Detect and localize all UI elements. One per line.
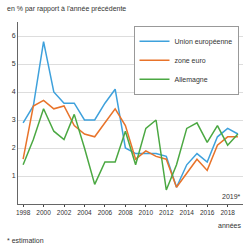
svg-text:2012: 2012 — [159, 209, 174, 216]
svg-text:5: 5 — [12, 60, 16, 67]
svg-text:2: 2 — [12, 144, 16, 151]
svg-text:1998: 1998 — [16, 209, 31, 216]
svg-text:zone euro: zone euro — [175, 57, 206, 64]
svg-text:2000: 2000 — [36, 209, 51, 216]
svg-text:* estimation: * estimation — [7, 237, 44, 244]
svg-text:2006: 2006 — [98, 209, 113, 216]
svg-text:6: 6 — [12, 32, 16, 39]
svg-text:2016: 2016 — [200, 209, 215, 216]
svg-text:années: années — [218, 222, 241, 229]
svg-text:Allemagne: Allemagne — [175, 76, 208, 84]
svg-text:2004: 2004 — [77, 209, 92, 216]
svg-text:en % par rapport à l'année pré: en % par rapport à l'année précédente — [7, 5, 126, 13]
svg-text:2008: 2008 — [118, 209, 133, 216]
svg-text:2014: 2014 — [180, 209, 195, 216]
svg-text:4: 4 — [12, 88, 16, 95]
svg-text:2018: 2018 — [220, 209, 235, 216]
svg-text:3: 3 — [12, 116, 16, 123]
svg-text:1: 1 — [12, 172, 16, 179]
svg-text:2002: 2002 — [57, 209, 72, 216]
svg-text:Union européenne: Union européenne — [175, 38, 233, 46]
svg-text:2019*: 2019* — [222, 193, 241, 200]
svg-text:2010: 2010 — [139, 209, 154, 216]
